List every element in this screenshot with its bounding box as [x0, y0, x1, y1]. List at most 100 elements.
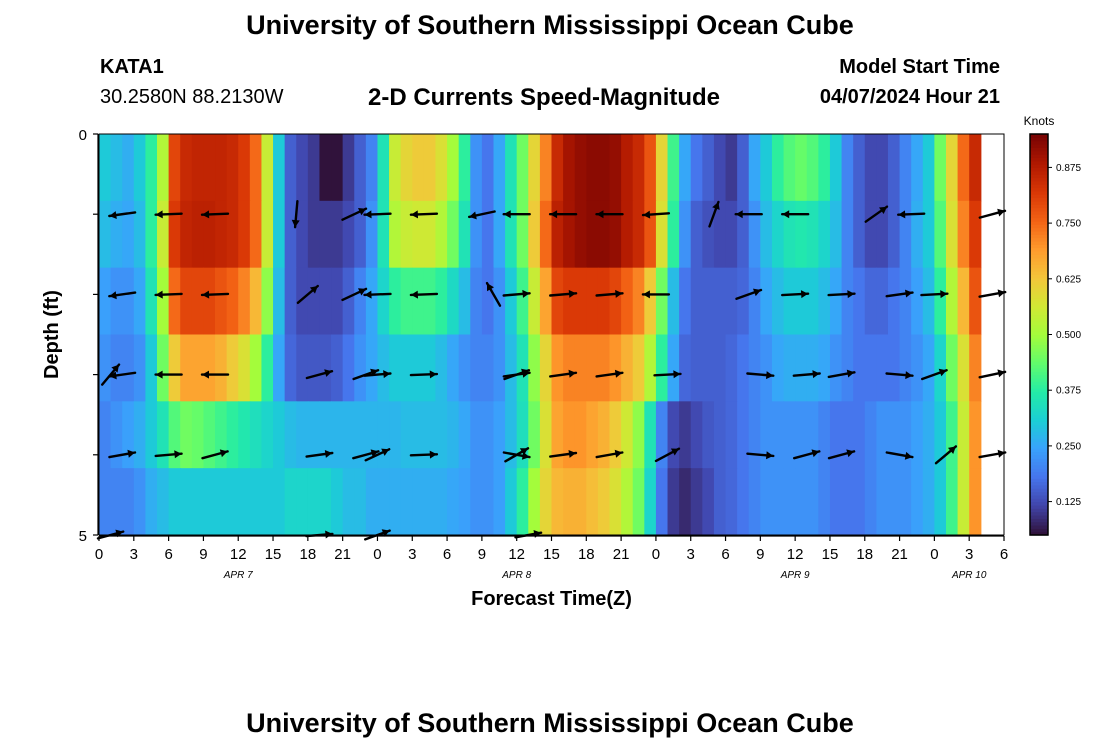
heatmap-cell	[655, 401, 669, 469]
heatmap-cell	[238, 401, 251, 469]
heatmap-cell	[389, 200, 402, 269]
heatmap-cell	[853, 401, 866, 469]
heatmap-cell	[319, 468, 332, 536]
heatmap-cell	[435, 134, 448, 202]
heatmap-cell	[667, 134, 680, 202]
model-start-value: 04/07/2024 Hour 21	[819, 86, 1000, 108]
heatmap-cell	[853, 334, 866, 402]
heatmap-cell	[365, 468, 379, 536]
chart-subtitle: 2-D Currents Speed-Magnitude	[368, 84, 721, 111]
heatmap-cell	[609, 334, 622, 402]
heatmap-cell	[389, 401, 402, 469]
heatmap-cell	[110, 267, 123, 336]
heatmap-cell	[145, 267, 158, 336]
heatmap-cell	[191, 468, 205, 536]
current-vector	[341, 287, 368, 302]
heatmap-cell	[818, 134, 831, 202]
heatmap-cell	[400, 401, 413, 469]
day-label: APR 7	[223, 570, 253, 581]
heatmap-cell	[284, 200, 297, 269]
heatmap-cell	[539, 334, 553, 402]
heatmap-cell	[273, 468, 286, 536]
x-tick-label: 12	[230, 546, 247, 563]
heatmap-cell	[887, 200, 901, 269]
heatmap-cell	[354, 334, 367, 402]
current-vectors	[96, 199, 1007, 541]
heatmap-cell	[609, 200, 622, 269]
current-vector	[595, 369, 624, 378]
current-vector	[352, 449, 380, 460]
heatmap-cell	[203, 267, 216, 336]
current-vector	[897, 210, 926, 219]
current-vector	[978, 289, 1007, 298]
current-vector	[502, 210, 531, 219]
heatmap-cell	[597, 468, 611, 536]
heatmap-cell	[818, 200, 831, 269]
heatmap-cell	[400, 200, 413, 269]
heatmap-cell	[922, 334, 935, 402]
x-tick-label: 18	[300, 546, 317, 563]
heatmap-cell	[458, 267, 471, 336]
heatmap-cell	[296, 267, 309, 336]
heatmap-cell	[226, 334, 239, 402]
heatmap-cell	[284, 267, 297, 336]
heatmap-cell	[632, 468, 645, 536]
x-tick-label: 6	[164, 546, 172, 563]
heatmap-cell	[215, 401, 228, 469]
heatmap-cell	[191, 134, 205, 202]
x-tick-label: 3	[965, 546, 973, 563]
heatmap-cell	[435, 468, 448, 536]
heatmap-cell	[528, 334, 541, 402]
current-vector	[502, 369, 531, 378]
heatmap-cell	[713, 134, 727, 202]
heatmap-cell	[539, 267, 553, 336]
heatmap-cell	[412, 267, 425, 336]
heatmap-cell	[760, 334, 773, 402]
heatmap-cell	[806, 200, 819, 269]
current-vector	[595, 210, 624, 219]
heatmap-cell	[795, 134, 808, 202]
heatmap-cell	[713, 468, 727, 536]
heatmap-cell	[296, 334, 309, 402]
heatmap-cell	[470, 334, 483, 402]
heatmap-cell	[969, 334, 982, 402]
heatmap-cell	[400, 334, 413, 402]
current-vector	[827, 290, 856, 299]
heatmap-cell	[899, 267, 912, 336]
heatmap-cell	[887, 334, 901, 402]
current-vector	[201, 449, 229, 460]
heatmap-cell	[133, 267, 147, 336]
current-vector	[734, 210, 763, 219]
current-vector	[305, 450, 334, 458]
heatmap-cell	[945, 334, 959, 402]
heatmap-cell	[795, 267, 808, 336]
heatmap-cell	[191, 334, 205, 402]
heatmap-cell	[180, 468, 193, 536]
heatmap-cell	[632, 267, 645, 336]
x-tick-label: 6	[721, 546, 729, 563]
heatmap-cell	[168, 267, 181, 336]
heatmap-cell	[261, 267, 274, 336]
heatmap-cell	[505, 334, 518, 402]
heatmap-cell	[597, 334, 611, 402]
heatmap-cells	[99, 134, 982, 536]
heatmap-cell	[307, 200, 321, 269]
heatmap-cell	[725, 267, 738, 336]
heatmap-cell	[481, 134, 495, 202]
heatmap-cell	[122, 468, 135, 536]
heatmap-cell	[319, 334, 332, 402]
heatmap-cell	[226, 267, 239, 336]
heatmap-cell	[168, 468, 181, 536]
current-vector	[708, 200, 720, 228]
current-vector	[409, 370, 439, 379]
heatmap-cell	[609, 401, 622, 469]
heatmap-cell	[435, 200, 448, 269]
page-title: University of Southern Mississippi Ocean…	[246, 10, 854, 40]
heatmap-cell	[737, 200, 750, 269]
heatmap-cell	[365, 334, 379, 402]
heatmap-cell	[307, 468, 321, 536]
heatmap-cell	[945, 468, 959, 536]
heatmap-cell	[539, 401, 553, 469]
heatmap-cell	[528, 401, 541, 469]
heatmap-cell	[818, 468, 831, 536]
